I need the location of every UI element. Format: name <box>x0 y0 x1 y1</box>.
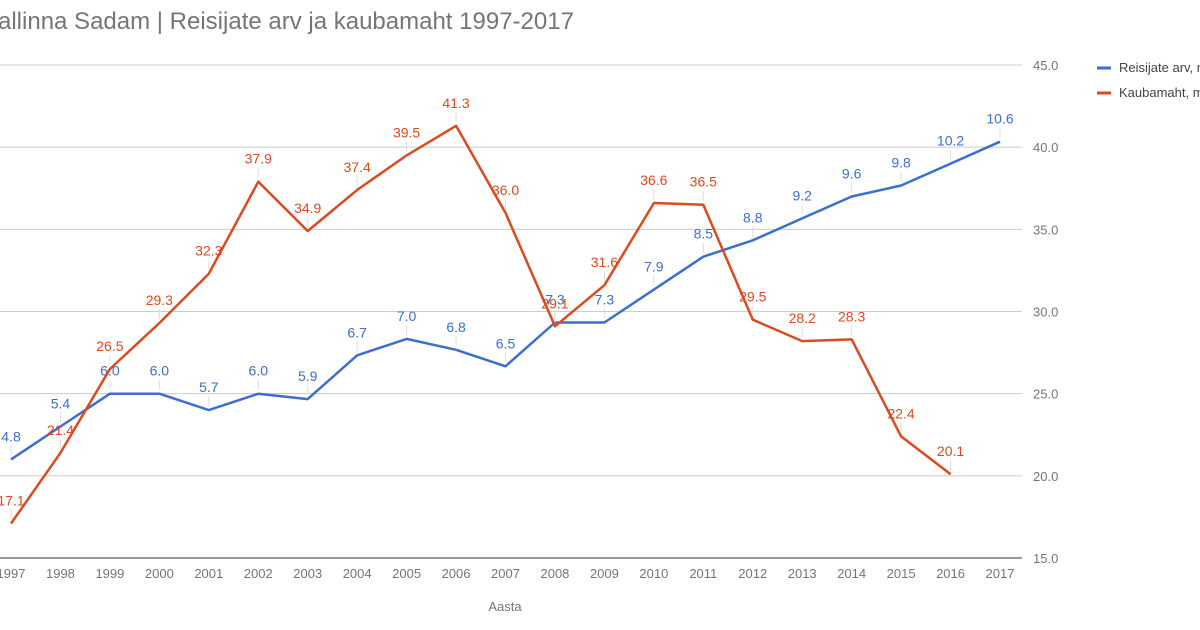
y-tick-label-right: 15.0 <box>1033 551 1058 566</box>
data-label: 7.3 <box>595 291 615 307</box>
x-tick-label: 2016 <box>936 566 965 581</box>
x-tick-label: 2009 <box>590 566 619 581</box>
y-tick-label-right: 25.0 <box>1033 387 1058 402</box>
data-label: 6.5 <box>496 335 516 351</box>
data-label: 9.8 <box>891 155 911 171</box>
data-label: 5.9 <box>298 368 318 384</box>
data-label: 41.3 <box>442 95 469 111</box>
chart-title: Tallinna Sadam | Reisijate arv ja kaubam… <box>0 8 574 35</box>
x-tick-label: 1998 <box>46 566 75 581</box>
data-label: 34.9 <box>294 200 321 216</box>
data-label: 4.8 <box>1 428 21 444</box>
x-tick-label: 2004 <box>343 566 372 581</box>
data-label: 22.4 <box>887 405 914 421</box>
legend-label: Reisijate arv, mln <box>1119 60 1200 75</box>
y-tick-label-right: 45.0 <box>1033 58 1058 73</box>
data-label: 5.7 <box>199 379 219 395</box>
x-tick-label: 2010 <box>639 566 668 581</box>
data-label: 9.6 <box>842 165 862 181</box>
x-tick-label: 2007 <box>491 566 520 581</box>
x-tick-label: 2005 <box>392 566 421 581</box>
x-tick-label: 2002 <box>244 566 273 581</box>
data-label: 10.6 <box>986 111 1013 127</box>
data-label: 17.1 <box>0 492 25 508</box>
x-tick-label: 2001 <box>194 566 223 581</box>
data-label: 7.0 <box>397 308 417 324</box>
data-label: 36.0 <box>492 182 519 198</box>
data-label: 29.3 <box>146 292 173 308</box>
data-label: 5.4 <box>51 396 71 412</box>
x-tick-label: 1997 <box>0 566 25 581</box>
data-label: 29.1 <box>541 295 568 311</box>
data-label: 8.5 <box>694 226 714 242</box>
x-tick-label: 2012 <box>738 566 767 581</box>
data-label: 32.3 <box>195 243 222 259</box>
data-label: 7.3 <box>545 291 565 307</box>
series-line-reisijate-arv <box>10 140 1001 461</box>
data-label: 9.2 <box>792 187 812 203</box>
data-label: 21.4 <box>47 422 74 438</box>
x-tick-label: 2008 <box>540 566 569 581</box>
data-label: 31.6 <box>591 254 618 270</box>
data-label: 6.0 <box>150 363 170 379</box>
data-label: 36.5 <box>690 174 717 190</box>
data-label: 6.0 <box>249 363 269 379</box>
data-label: 28.2 <box>789 310 816 326</box>
data-label: 28.3 <box>838 308 865 324</box>
y-tick-label-right: 35.0 <box>1033 222 1058 237</box>
x-tick-label: 2014 <box>837 566 866 581</box>
data-label: 6.8 <box>446 319 466 335</box>
x-tick-label: 2011 <box>689 566 717 581</box>
data-label: 20.1 <box>937 443 964 459</box>
x-tick-label: 1999 <box>95 566 124 581</box>
x-tick-label: 2000 <box>145 566 174 581</box>
x-tick-label: 2017 <box>986 566 1015 581</box>
legend-label: Kaubamaht, mln t <box>1119 85 1200 100</box>
data-label: 37.4 <box>344 159 371 175</box>
x-tick-label: 2006 <box>442 566 471 581</box>
data-label: 8.8 <box>743 209 763 225</box>
x-tick-label: 2015 <box>887 566 916 581</box>
data-label: 39.5 <box>393 124 420 140</box>
data-label: 7.9 <box>644 259 664 275</box>
series-line-kaubamaht <box>9 124 952 525</box>
y-tick-label-right: 40.0 <box>1033 140 1058 155</box>
x-tick-label: 2003 <box>293 566 322 581</box>
data-label: 37.9 <box>245 151 272 167</box>
y-tick-label-right: 30.0 <box>1033 305 1058 320</box>
x-tick-label: 2013 <box>788 566 817 581</box>
data-label: 36.6 <box>640 172 667 188</box>
x-axis-title: Aasta <box>488 599 522 614</box>
data-label: 29.5 <box>739 289 766 305</box>
data-label: 10.2 <box>937 133 964 149</box>
data-label: 6.7 <box>347 324 367 340</box>
data-label: 26.5 <box>96 338 123 354</box>
y-tick-label-right: 20.0 <box>1033 469 1058 484</box>
